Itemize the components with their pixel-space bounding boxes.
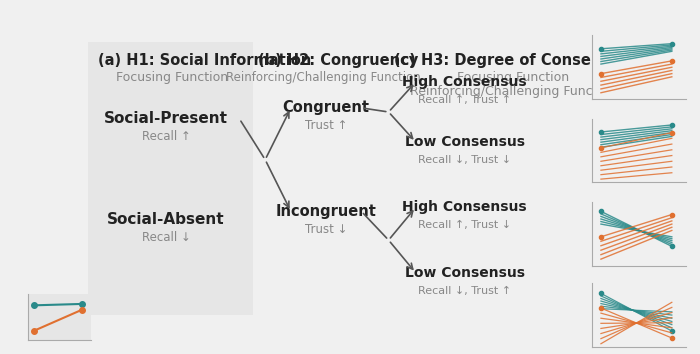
Text: Reinforcing/Challenging Function: Reinforcing/Challenging Function: [226, 71, 421, 84]
Text: Recall ↑: Recall ↑: [141, 130, 190, 143]
Text: Low Consensus: Low Consensus: [405, 266, 524, 280]
Text: (b) H2: Congruency: (b) H2: Congruency: [258, 53, 419, 68]
Text: Recall ↑, Trust ↑: Recall ↑, Trust ↑: [418, 95, 511, 105]
Text: Incongruent: Incongruent: [276, 204, 377, 219]
Text: Recall ↑, Trust ↓: Recall ↑, Trust ↓: [418, 220, 511, 230]
Text: Focusing Function: Focusing Function: [116, 71, 228, 84]
Text: Trust ↓: Trust ↓: [305, 223, 347, 236]
Text: (c) H3: Degree of Consensus: (c) H3: Degree of Consensus: [394, 53, 629, 68]
Text: (a) H1: Social Information: (a) H1: Social Information: [98, 53, 312, 68]
Text: Reinforcing/Challenging Function: Reinforcing/Challenging Function: [410, 85, 617, 98]
FancyBboxPatch shape: [391, 42, 630, 315]
FancyBboxPatch shape: [253, 42, 391, 315]
Text: Social-Absent: Social-Absent: [107, 212, 225, 227]
Text: Recall ↓, Trust ↑: Recall ↓, Trust ↑: [418, 286, 511, 296]
FancyBboxPatch shape: [88, 42, 253, 315]
Text: Low Consensus: Low Consensus: [405, 135, 524, 149]
Text: High Consensus: High Consensus: [402, 200, 527, 215]
Text: Social-Present: Social-Present: [104, 111, 228, 126]
Text: Recall ↓, Trust ↓: Recall ↓, Trust ↓: [418, 155, 511, 165]
Text: Focusing Function: Focusing Function: [457, 71, 569, 84]
Text: Congruent: Congruent: [283, 101, 370, 115]
Text: Trust ↑: Trust ↑: [305, 119, 347, 132]
Text: Recall ↓: Recall ↓: [141, 231, 190, 244]
Text: High Consensus: High Consensus: [402, 75, 527, 89]
